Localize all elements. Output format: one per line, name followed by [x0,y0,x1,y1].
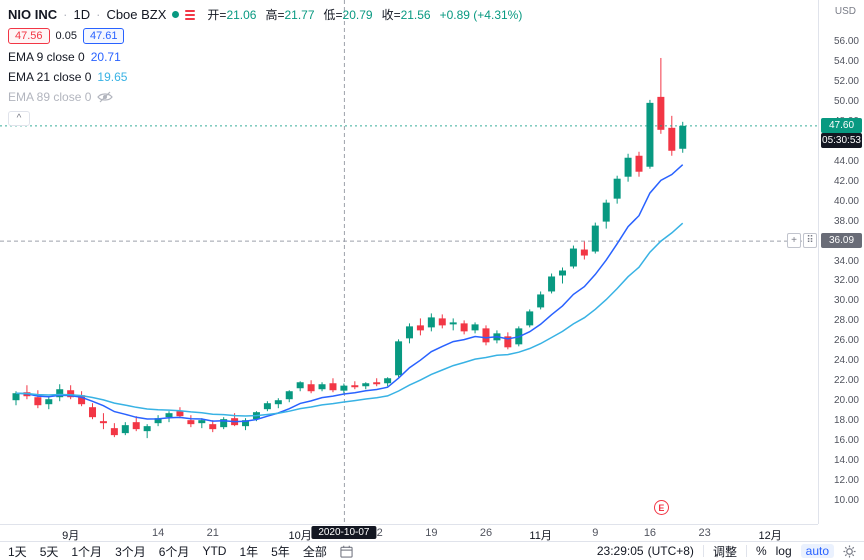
range-button-5年[interactable]: 5年 [271,544,290,559]
price-axis[interactable]: USD 47.60 05:30:53 36.09 56.00 54.00 52.00… [818,0,864,524]
close-label: 收= [381,8,401,22]
price-tick-label: 22.00 [833,375,859,387]
price-tick-label: 26.00 [833,335,859,347]
price-tick-label: 34.00 [833,255,859,267]
spread-value: 0.05 [55,30,77,42]
indicator-ema21-label: EMA 21 close 0 [8,70,92,84]
price-tick-label: 50.00 [833,95,859,107]
range-button-3个月[interactable]: 3个月 [115,544,146,559]
log-scale-toggle[interactable]: log [775,544,792,558]
red-list-icon[interactable] [185,9,196,20]
price-tick-label: 20.00 [833,395,859,407]
price-tick-label: 28.00 [833,315,859,327]
crosshair-price-badge: 36.09 [821,232,862,248]
candlestick-chart[interactable] [0,0,818,524]
time-tick-label: 9 [592,527,599,539]
open-label: 开= [207,8,227,22]
bid-button[interactable]: 47.56 [8,28,50,44]
price-tick-label: 52.00 [833,75,859,87]
collapse-legend-button[interactable]: ^ [8,111,30,126]
change-value: +0.89 (+4.31%) [439,7,523,22]
range-button-6个月[interactable]: 6个月 [158,544,190,559]
price-tick-label: 12.00 [833,475,859,487]
chart-legend: NIO INC · 1D · Cboe BZX 开=21.06 高=21.77 … [8,6,522,126]
open-value: 21.06 [226,8,257,22]
time-tick-label: 12月 [758,530,782,542]
price-tick-label: 10.00 [833,494,859,506]
price-tick-label: 42.00 [833,175,859,187]
toolbar-right: 23:29:05 (UTC+8) 调整 % log auto [597,543,856,560]
indicator-ema9[interactable]: EMA 9 close 0 20.71 [8,50,522,64]
range-button-1个月[interactable]: 1个月 [71,544,103,559]
time-tick-label: 10月 [288,530,312,542]
market-status-icon [172,11,180,18]
time-tick-label: 9月 [62,530,80,542]
add-alert-plus-button[interactable]: + [787,232,801,248]
time-tick-label: 16 [643,527,657,539]
exchange-label[interactable]: Cboe BZX [106,7,167,22]
indicator-ema9-value: 20.71 [90,50,121,64]
adjust-toggle[interactable]: 调整 [712,544,737,559]
interval-label[interactable]: 1D [73,7,91,22]
indicator-ema9-label: EMA 9 close 0 [8,50,85,64]
price-tick-label: 30.00 [833,295,859,307]
price-tick-label: 38.00 [833,215,859,227]
price-tick-label: 32.00 [833,275,859,287]
price-tick-label: 18.00 [833,415,859,427]
price-tick-label: 16.00 [833,435,859,447]
drag-handle-icon[interactable]: ⠿ [803,232,817,248]
clock-time: 23:29:05 [596,544,644,558]
price-tick-label: 56.00 [833,36,859,47]
date-range-switcher: 1天 5天 1个月 3个月 6个月 YTD 1年 5年 全部 [8,543,353,560]
separator: · [63,7,68,22]
time-tick-label: 21 [206,527,219,539]
go-to-date-calendar-icon[interactable] [340,545,353,558]
ohlc-readout: 开=21.06 高=21.77 低=20.79 收=21.56 +0.89 (+… [207,6,522,23]
separator: · [96,7,101,22]
percent-scale-toggle[interactable]: % [755,544,767,558]
low-label: 低= [323,8,343,22]
range-button-YTD[interactable]: YTD [202,544,227,558]
price-tick-label: 14.00 [833,455,859,467]
clock-timezone: (UTC+8) [647,544,694,558]
settings-gear-icon[interactable] [843,544,856,558]
time-tick-label: 19 [425,527,438,539]
close-value: 21.56 [400,8,431,22]
range-button-1天[interactable]: 1天 [8,544,27,559]
earnings-marker[interactable]: E [653,500,669,515]
range-button-5天[interactable]: 5天 [39,544,59,559]
bottom-toolbar: 1天 5天 1个月 3个月 6个月 YTD 1年 5年 全部 23:29:05 (UTC+8) … [0,541,864,560]
crosshair-quick-actions: + ⠿ [787,232,817,248]
high-value: 21.77 [284,8,315,22]
chart-pane[interactable]: NIO INC · 1D · Cboe BZX 开=21.06 高=21.77 … [0,0,818,524]
price-tick-label: 40.00 [833,195,859,207]
crosshair-date-badge: 2020-10-07 [311,526,377,539]
bar-countdown-badge: 05:30:53 [821,132,862,148]
price-tick-label: 54.00 [833,55,859,67]
indicator-ema21-value: 19.65 [97,70,128,84]
auto-scale-toggle[interactable]: auto [800,544,834,558]
symbol-name[interactable]: NIO INC [8,7,58,22]
currency-button[interactable]: USD [834,6,856,17]
time-tick-label: 14 [151,527,165,539]
divider [745,545,747,557]
high-label: 高= [265,8,285,22]
range-button-1年[interactable]: 1年 [239,544,259,559]
indicator-ema89[interactable]: EMA 89 close 0 [8,90,522,104]
price-tick-label: 44.00 [833,155,859,167]
price-tick-label: 24.00 [833,355,859,367]
ask-button[interactable]: 47.61 [82,28,125,44]
low-value: 20.79 [342,8,373,22]
divider [702,545,704,557]
time-axis[interactable]: 2020-10-07 9月 14 21 10月 12 19 26 11月 9 16 23 12月 [0,524,818,542]
clock[interactable]: 23:29:05 (UTC+8) [597,544,694,558]
eye-off-icon[interactable] [97,91,114,103]
last-price-badge: 47.60 [821,117,862,133]
time-tick-label: 26 [479,527,493,539]
time-tick-label: 23 [698,527,711,539]
indicator-ema21[interactable]: EMA 21 close 0 19.65 [8,70,522,84]
indicator-ema89-label: EMA 89 close 0 [8,90,92,104]
time-tick-label: 11月 [529,530,552,542]
range-button-全部[interactable]: 全部 [302,544,327,559]
